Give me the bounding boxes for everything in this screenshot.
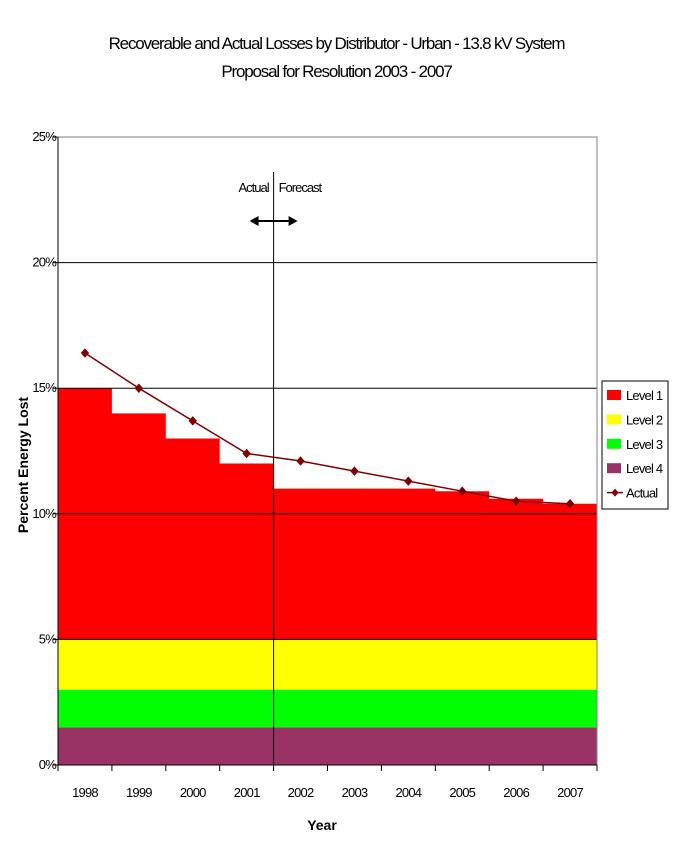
actual-point [188, 416, 197, 426]
x-tick-label: 2005 [449, 785, 475, 800]
legend-swatch-level-3 [607, 438, 621, 449]
actual-annotation: Actual [238, 180, 269, 195]
legend-label-level-4: Level 4 [626, 461, 663, 476]
y-tick-label: 5% [39, 631, 57, 646]
y-tick-label: 0% [39, 757, 57, 772]
chart-title: Recoverable and Actual Losses by Distrib… [108, 34, 566, 53]
actual-point [404, 476, 413, 486]
y-tick-label: 15% [32, 380, 57, 395]
x-tick-label: 2000 [180, 785, 206, 800]
legend-label-level-3: Level 3 [626, 437, 663, 452]
level-4-band [58, 727, 597, 765]
x-tick-label: 2007 [557, 785, 583, 800]
actual-point [242, 448, 251, 459]
x-tick-label: 1998 [72, 785, 98, 800]
x-tick-label: 2001 [234, 785, 260, 800]
actual-point [565, 498, 575, 509]
y-axis-title: Percent Energy Lost [15, 397, 31, 533]
actual-point [80, 348, 90, 358]
arrow-left-head [249, 216, 259, 226]
level-3-band [58, 689, 597, 728]
legend-label-level-1: Level 1 [626, 388, 663, 403]
y-tick-label: 10% [32, 506, 57, 521]
arrow-right-head [288, 216, 298, 226]
actual-point [350, 466, 359, 476]
legend-label-actual: Actual [626, 486, 658, 501]
actual-line [84, 352, 571, 505]
legend-marker-actual [611, 488, 619, 497]
actual-point [511, 496, 521, 506]
x-tick-label: 2004 [395, 785, 421, 800]
x-axis-title: Year [307, 817, 337, 833]
x-tick-label: 1999 [126, 785, 152, 800]
y-tick-label: 20% [32, 255, 57, 270]
x-tick-label: 2002 [288, 785, 314, 800]
x-tick-label: 2003 [342, 785, 368, 800]
actual-point [458, 486, 467, 496]
actual-point [296, 456, 305, 466]
legend-label-level-2: Level 2 [626, 412, 663, 427]
chart-subtitle: Proposal for Resolution 2003 - 2007 [221, 62, 452, 81]
legend-swatch-level-1 [607, 390, 621, 400]
x-tick-label: 2006 [503, 785, 529, 800]
legend-swatch-level-2 [607, 414, 621, 425]
legend-swatch-level-4 [607, 463, 621, 474]
y-tick-label: 25% [32, 129, 57, 144]
forecast-annotation: Forecast [279, 180, 323, 195]
actual-point [134, 383, 144, 393]
level-2-band [58, 639, 597, 690]
